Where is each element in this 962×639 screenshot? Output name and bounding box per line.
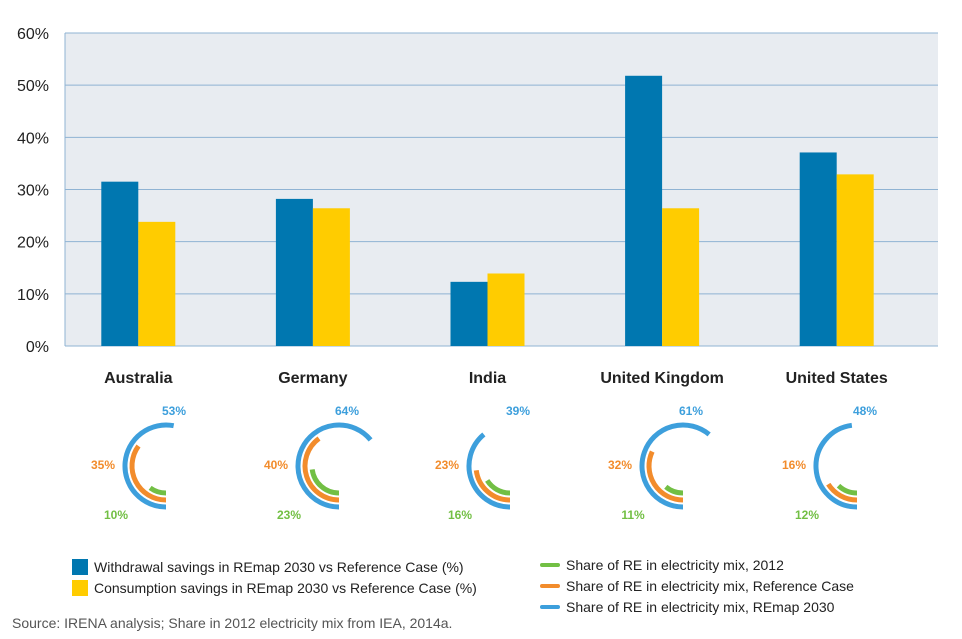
label-reference: 35%: [91, 458, 115, 472]
bar-australia-consumption: [138, 221, 176, 346]
label-2012: 12%: [795, 508, 819, 522]
y-tick-label: 0%: [26, 339, 49, 356]
label-reference: 40%: [264, 458, 288, 472]
bar-united-states-consumption: [836, 174, 874, 346]
arc-india-reference: [473, 469, 511, 503]
legend-label-re-reference: Share of RE in electricity mix, Referenc…: [566, 577, 854, 594]
chart: 0% 10% 20% 30% 40% 50% 60% Australia Germany Indi…: [17, 26, 938, 522]
bar-india-consumption: [487, 273, 525, 346]
re-2012-swatch: [540, 562, 560, 567]
source-note: Source: IRENA analysis; Share in 2012 el…: [12, 615, 453, 631]
arc-united-kingdom-reference: [646, 450, 684, 503]
legend-item-re-reference: Share of RE in electricity mix, Referenc…: [540, 575, 854, 596]
arc-australia-reference: [129, 444, 167, 503]
legend-item-re-remap: Share of RE in electricity mix, REmap 20…: [540, 596, 854, 617]
label-remap: 48%: [853, 404, 877, 418]
arc-united-kingdom-2012: [664, 484, 684, 496]
y-tick-label: 30%: [17, 183, 49, 200]
legend-item-consumption: Consumption savings in REmap 2030 vs Ref…: [72, 577, 477, 598]
re-share-legend: Share of RE in electricity mix, 2012 Sha…: [540, 554, 854, 617]
x-category-label: Germany: [278, 370, 347, 387]
legend-item-withdrawal: Withdrawal savings in REmap 2030 vs Refe…: [72, 556, 477, 577]
arc-united-states-remap: [813, 422, 858, 510]
x-category-label: Australia: [104, 370, 173, 387]
label-2012: 23%: [277, 508, 301, 522]
y-tick-label: 10%: [17, 287, 49, 304]
withdrawal-swatch: [72, 558, 88, 575]
arc-united-kingdom-remap: [639, 422, 711, 510]
label-2012: 11%: [621, 508, 645, 522]
arc-united-states-2012: [836, 483, 858, 496]
label-reference: 32%: [608, 458, 632, 472]
re-reference-swatch: [540, 583, 560, 588]
y-tick-label: 50%: [17, 78, 49, 95]
bar-united-states-withdrawal: [799, 152, 837, 346]
legend-label-consumption: Consumption savings in REmap 2030 vs Ref…: [94, 579, 477, 596]
x-category-label: United States: [786, 370, 888, 387]
y-tick-label: 60%: [17, 26, 49, 43]
arc-germany-reference: [302, 436, 340, 503]
bar-germany-consumption: [312, 208, 350, 346]
label-2012: 16%: [448, 508, 472, 522]
legend-label-withdrawal: Withdrawal savings in REmap 2030 vs Refe…: [94, 558, 464, 575]
legend-item-re-2012: Share of RE in electricity mix, 2012: [540, 554, 854, 575]
y-tick-label: 20%: [17, 235, 49, 252]
arc-australia-2012: [148, 485, 167, 496]
y-tick-label: 40%: [17, 130, 49, 147]
arc-united-states-reference: [826, 482, 858, 503]
legend-label-re-remap: Share of RE in electricity mix, REmap 20…: [566, 598, 835, 615]
label-reference: 23%: [435, 458, 459, 472]
re-remap-swatch: [540, 604, 560, 609]
bar-germany-withdrawal: [275, 198, 313, 346]
bar-united-kingdom-withdrawal: [625, 75, 663, 346]
bar-legend: Withdrawal savings in REmap 2030 vs Refe…: [72, 556, 477, 598]
label-remap: 53%: [162, 404, 186, 418]
label-remap: 61%: [679, 404, 703, 418]
label-remap: 64%: [335, 404, 359, 418]
arc-australia-remap: [122, 422, 175, 510]
legend-label-re-2012: Share of RE in electricity mix, 2012: [566, 556, 784, 573]
arc-india-2012: [485, 479, 511, 496]
x-category-label: India: [469, 370, 506, 387]
bar-india-withdrawal: [450, 281, 488, 346]
label-reference: 16%: [782, 458, 806, 472]
arc-germany-remap: [295, 422, 373, 510]
arc-india-remap: [466, 432, 511, 510]
consumption-swatch: [72, 579, 88, 596]
label-2012: 10%: [104, 508, 128, 522]
bar-australia-withdrawal: [101, 181, 139, 346]
bar-united-kingdom-consumption: [662, 208, 700, 346]
label-remap: 39%: [506, 404, 530, 418]
x-category-label: United Kingdom: [600, 370, 724, 387]
arc-germany-2012: [309, 468, 340, 496]
